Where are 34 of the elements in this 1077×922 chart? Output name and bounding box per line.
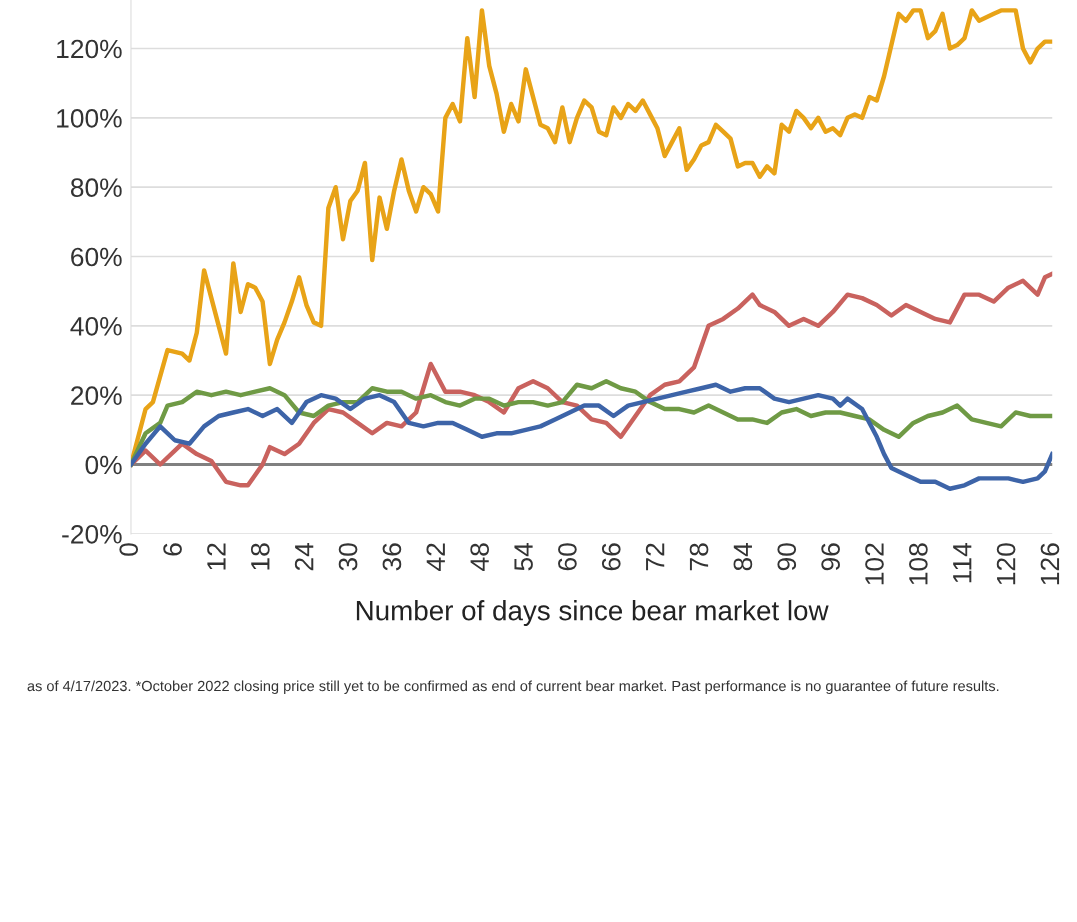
x-tick-label: 108	[909, 543, 928, 585]
line-series	[130, 8, 1053, 467]
x-tick-label: 90	[777, 543, 797, 571]
x-tick-label: 102	[865, 543, 884, 585]
y-tick-label: 60%	[71, 247, 122, 267]
x-tick-label: 0	[119, 543, 139, 556]
x-tick-label: 18	[250, 543, 270, 570]
x-tick-label: 72	[645, 543, 665, 571]
y-tick-label: 120%	[57, 39, 122, 59]
x-tick-label: 6	[163, 543, 182, 556]
y-tick-label: 20%	[71, 386, 122, 405]
text: as of 4/17/2023. *October 2022 closing price still yet to be confirmed as end of current bear market. Past performance is no guarantee of future results.	[27, 680, 999, 695]
x-tick-label: 24	[294, 542, 314, 571]
x-tick-label: 30	[338, 543, 358, 571]
x-tick-label: 36	[382, 543, 402, 571]
y-tick-label: 0%	[85, 455, 122, 475]
x-tick-label: 12	[207, 543, 226, 570]
x-tick-label: 42	[426, 543, 445, 571]
line-series	[130, 382, 1053, 491]
x-tick-label: 60	[558, 543, 577, 571]
x-tick-label: 66	[601, 543, 621, 571]
x-tick-label: 54	[514, 542, 533, 571]
y-tick-label: 40%	[70, 316, 122, 336]
x-tick-label: 120	[996, 543, 1016, 585]
x-tick-label: 78	[689, 543, 709, 571]
x-tick-label: 96	[821, 543, 840, 571]
x-axis-title: Number of days since bear market low	[356, 600, 829, 626]
y-tick-label: 80%	[70, 178, 122, 198]
x-tick-label: 48	[470, 543, 490, 571]
x-tick-label: 114	[953, 542, 972, 583]
y-tick-label: 100%	[57, 109, 122, 128]
x-tick-label: 84	[733, 542, 753, 571]
y-tick-label: -20%	[62, 524, 122, 544]
x-tick-label: 126	[1040, 543, 1060, 585]
